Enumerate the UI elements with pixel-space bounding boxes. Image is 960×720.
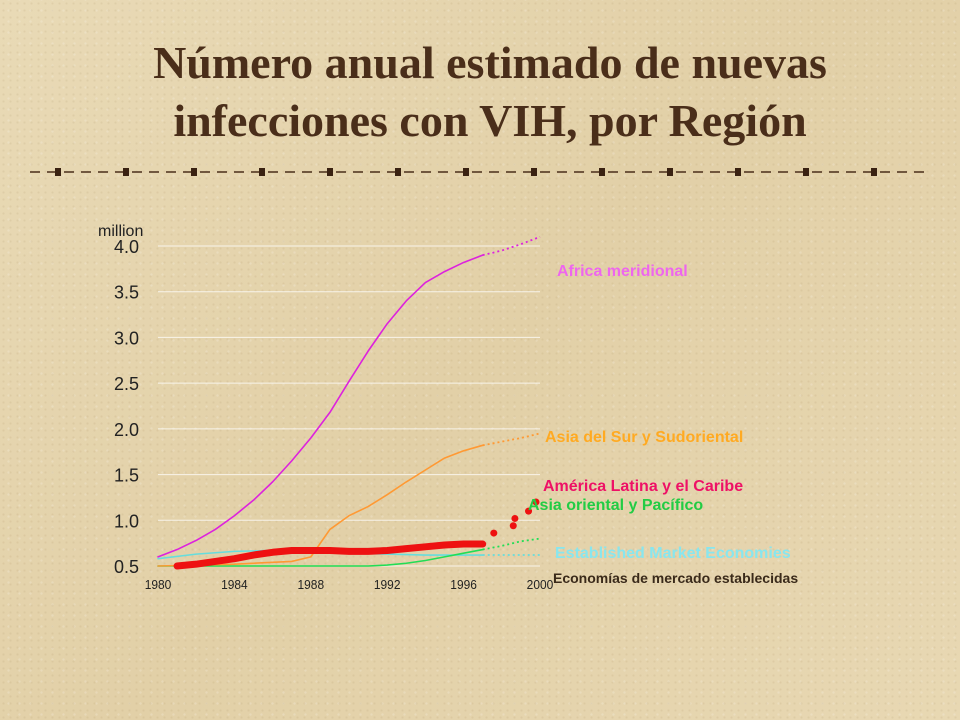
series-lines xyxy=(157,236,541,570)
y-axis-ticks: 0.5 1.0 1.5 2.0 2.5 3.0 3.5 4.0 xyxy=(114,237,139,577)
legend-label: Established Market Economies xyxy=(555,545,791,562)
divider-square xyxy=(803,168,809,176)
x-tick-label: 1992 xyxy=(374,578,401,593)
projection-point xyxy=(525,507,533,515)
divider-square xyxy=(871,168,877,176)
x-tick-label: 1996 xyxy=(450,578,477,593)
legend-label: Asia del Sur y Sudoriental xyxy=(545,429,743,446)
divider-square xyxy=(259,168,265,176)
y-tick-label: 2.0 xyxy=(114,420,139,440)
legend-label: Economías de mercado establecidas xyxy=(553,570,798,586)
divider-square xyxy=(463,168,469,176)
legend-label: Asia oriental y Pacífico xyxy=(528,497,703,514)
projection-point xyxy=(490,529,498,537)
legend-label: Africa meridional xyxy=(557,263,688,280)
gridlines xyxy=(158,245,540,567)
divider-square xyxy=(123,168,129,176)
title-line-2: infecciones con VIH, por Región xyxy=(173,95,807,146)
divider-square xyxy=(599,168,605,176)
legend: Africa meridional Asia del Sur y Sudorien… xyxy=(528,263,798,586)
divider-square xyxy=(395,168,401,176)
series-line xyxy=(157,548,484,567)
divider-square xyxy=(667,168,673,176)
y-axis-label: million xyxy=(98,223,143,240)
x-tick-label: 1984 xyxy=(221,578,248,593)
legend-label: América Latina y el Caribe xyxy=(543,478,743,495)
y-tick-label: 3.5 xyxy=(114,283,139,303)
y-tick-label: 2.5 xyxy=(114,374,139,394)
series-line xyxy=(157,254,484,558)
y-tick-label: 1.5 xyxy=(114,466,139,486)
divider-square xyxy=(191,168,197,176)
divider-square xyxy=(327,168,333,176)
x-tick-label: 1980 xyxy=(145,578,172,593)
y-tick-label: 1.0 xyxy=(114,511,139,531)
divider-square xyxy=(55,168,61,176)
x-axis-ticks: 1980 1984 1988 1992 1996 2000 xyxy=(145,578,554,593)
y-tick-label: 0.5 xyxy=(114,557,139,577)
divider-square xyxy=(735,168,741,176)
series-projection xyxy=(482,537,541,551)
y-tick-label: 4.0 xyxy=(114,237,139,257)
projection-point xyxy=(509,522,517,530)
title-line-1: Número anual estimado de nuevas xyxy=(153,37,827,88)
x-tick-label: 2000 xyxy=(527,578,554,593)
divider-square xyxy=(531,168,537,176)
slide-title: Número anual estimado de nuevas infeccio… xyxy=(60,34,920,150)
series-projection xyxy=(482,432,541,447)
decorative-divider xyxy=(30,168,930,176)
y-tick-label: 3.0 xyxy=(114,328,139,348)
series-line xyxy=(157,444,484,567)
series-projection xyxy=(482,236,541,257)
projection-point xyxy=(511,514,519,522)
series-line xyxy=(173,540,487,570)
projection-point xyxy=(532,498,540,506)
x-tick-label: 1988 xyxy=(297,578,324,593)
